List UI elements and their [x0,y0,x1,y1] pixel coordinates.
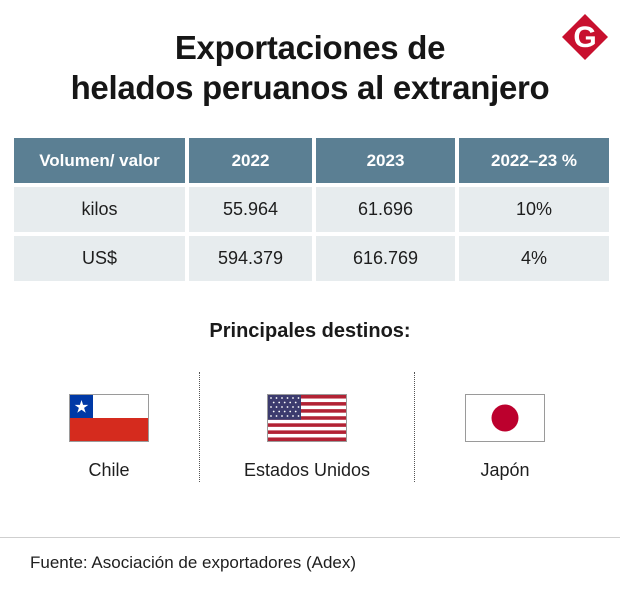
row-kilos-2022: 55.964 [189,187,312,232]
table-header-row: Volumen/ valor 2022 2023 2022–23 % [14,138,609,183]
row-usd-label: US$ [14,236,185,281]
separator [199,372,200,482]
title-line-1: Exportaciones de [174,29,446,66]
row-usd-variation: 4% [459,236,609,281]
table-row: kilos 55.964 61.696 10% [14,187,609,232]
japan-flag-icon [465,394,545,442]
separator [414,372,415,482]
header-2022: 2022 [189,138,312,183]
row-usd-2022: 594.379 [189,236,312,281]
header-2023: 2023 [316,138,455,183]
logo-letter: G [573,21,596,54]
row-usd-2023: 616.769 [316,236,455,281]
destination-name: Japón [480,460,530,480]
header-volumen-valor: Volumen/ valor [14,138,185,183]
chile-flag-icon [69,394,149,442]
row-kilos-variation: 10% [459,187,609,232]
destination-usa: Estados Unidos [207,394,407,481]
title-line-2: helados peruanos al extranjero [70,69,550,106]
table-row: US$ 594.379 616.769 4% [14,236,609,281]
row-kilos-2023: 61.696 [316,187,455,232]
destination-name: Estados Unidos [243,460,371,480]
row-kilos-label: kilos [14,187,185,232]
destination-chile: Chile [9,394,209,481]
footer-divider [0,537,620,538]
gestion-logo-icon: G [562,14,608,60]
page-title: Exportaciones de helados peruanos al ext… [0,28,620,108]
destination-name: Chile [88,460,130,480]
usa-flag-icon [267,394,347,442]
destination-japan: Japón [405,394,605,481]
header-variation: 2022–23 % [459,138,609,183]
source-note: Fuente: Asociación de exportadores (Adex… [30,553,357,572]
destinations-heading: Principales destinos: [209,320,411,342]
exports-table: Volumen/ valor 2022 2023 2022–23 % kilos… [10,134,613,285]
